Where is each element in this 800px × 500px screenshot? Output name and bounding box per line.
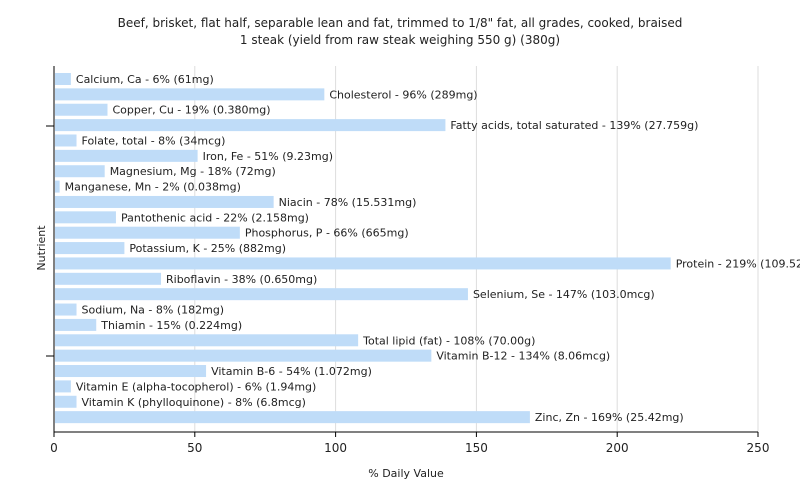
- x-tick-label-3: 150: [465, 441, 488, 455]
- bar-1: [55, 88, 325, 101]
- bar-2: [55, 103, 108, 116]
- bar-label-6: Magnesium, Mg - 18% (72mg): [110, 165, 276, 178]
- bar-label-9: Pantothenic acid - 22% (2.158mg): [121, 211, 309, 224]
- bar-20: [55, 380, 71, 393]
- bar-label-20: Vitamin E (alpha-tocopherol) - 6% (1.94m…: [76, 380, 316, 393]
- bar-16: [55, 318, 97, 331]
- bar-label-12: Protein - 219% (109.52g): [676, 257, 800, 270]
- bar-15: [55, 303, 77, 316]
- bar-label-8: Niacin - 78% (15.531mg): [279, 196, 417, 209]
- bar-11: [55, 242, 125, 255]
- bar-3: [55, 119, 446, 132]
- x-tick-label-4: 200: [606, 441, 629, 455]
- axes: 0 50 100 150 200 250: [46, 66, 769, 455]
- bar-label-10: Phosphorus, P - 66% (665mg): [245, 227, 409, 240]
- x-tick-label-0: 0: [50, 441, 58, 455]
- bar-label-3: Fatty acids, total saturated - 139% (27.…: [450, 119, 698, 132]
- bar-9: [55, 211, 116, 224]
- bars: [55, 73, 671, 424]
- bar-label-19: Vitamin B-6 - 54% (1.072mg): [211, 365, 372, 378]
- bar-17: [55, 334, 359, 347]
- chart-title: Beef, brisket, flat half, separable lean…: [118, 16, 683, 30]
- y-axis-label: Nutrient: [35, 225, 48, 271]
- bar-label-2: Copper, Cu - 19% (0.380mg): [113, 104, 271, 117]
- bar-label-21: Vitamin K (phylloquinone) - 8% (6.8mcg): [82, 396, 306, 409]
- bar-4: [55, 134, 77, 147]
- chart-subtitle: 1 steak (yield from raw steak weighing 5…: [240, 33, 560, 47]
- x-axis-label: % Daily Value: [368, 467, 444, 480]
- bar-13: [55, 272, 162, 285]
- bar-label-1: Cholesterol - 96% (289mg): [329, 88, 477, 101]
- x-tick-label-2: 100: [324, 441, 347, 455]
- bar-21: [55, 395, 77, 408]
- bar-label-14: Selenium, Se - 147% (103.0mcg): [473, 288, 655, 301]
- bar-label-11: Potassium, K - 25% (882mg): [129, 242, 286, 255]
- bar-22: [55, 411, 530, 424]
- bar-label-17: Total lipid (fat) - 108% (70.00g): [362, 334, 535, 347]
- bar-label-7: Manganese, Mn - 2% (0.038mg): [65, 181, 241, 194]
- bar-label-22: Zinc, Zn - 169% (25.42mg): [535, 411, 684, 424]
- bar-8: [55, 195, 274, 208]
- x-tick-label-1: 50: [187, 441, 202, 455]
- bar-14: [55, 288, 468, 301]
- bar-5: [55, 149, 198, 162]
- bar-0: [55, 73, 71, 85]
- bar-label-18: Vitamin B-12 - 134% (8.06mcg): [436, 350, 610, 363]
- bar-labels: Calcium, Ca - 6% (61mg) Cholesterol - 96%…: [65, 73, 800, 424]
- bar-7: [55, 180, 60, 193]
- bar-label-5: Iron, Fe - 51% (9.23mg): [203, 150, 333, 163]
- bar-19: [55, 365, 207, 378]
- bar-label-15: Sodium, Na - 8% (182mg): [82, 304, 225, 317]
- bar-18: [55, 349, 432, 362]
- bar-label-16: Thiamin - 15% (0.224mg): [100, 319, 242, 332]
- bar-label-4: Folate, total - 8% (34mcg): [82, 134, 226, 147]
- bar-label-0: Calcium, Ca - 6% (61mg): [76, 73, 214, 86]
- bar-10: [55, 226, 240, 239]
- x-tick-label-5: 250: [747, 441, 770, 455]
- bar-12: [55, 257, 671, 270]
- bar-label-13: Riboflavin - 38% (0.650mg): [166, 273, 317, 286]
- bar-6: [55, 165, 105, 178]
